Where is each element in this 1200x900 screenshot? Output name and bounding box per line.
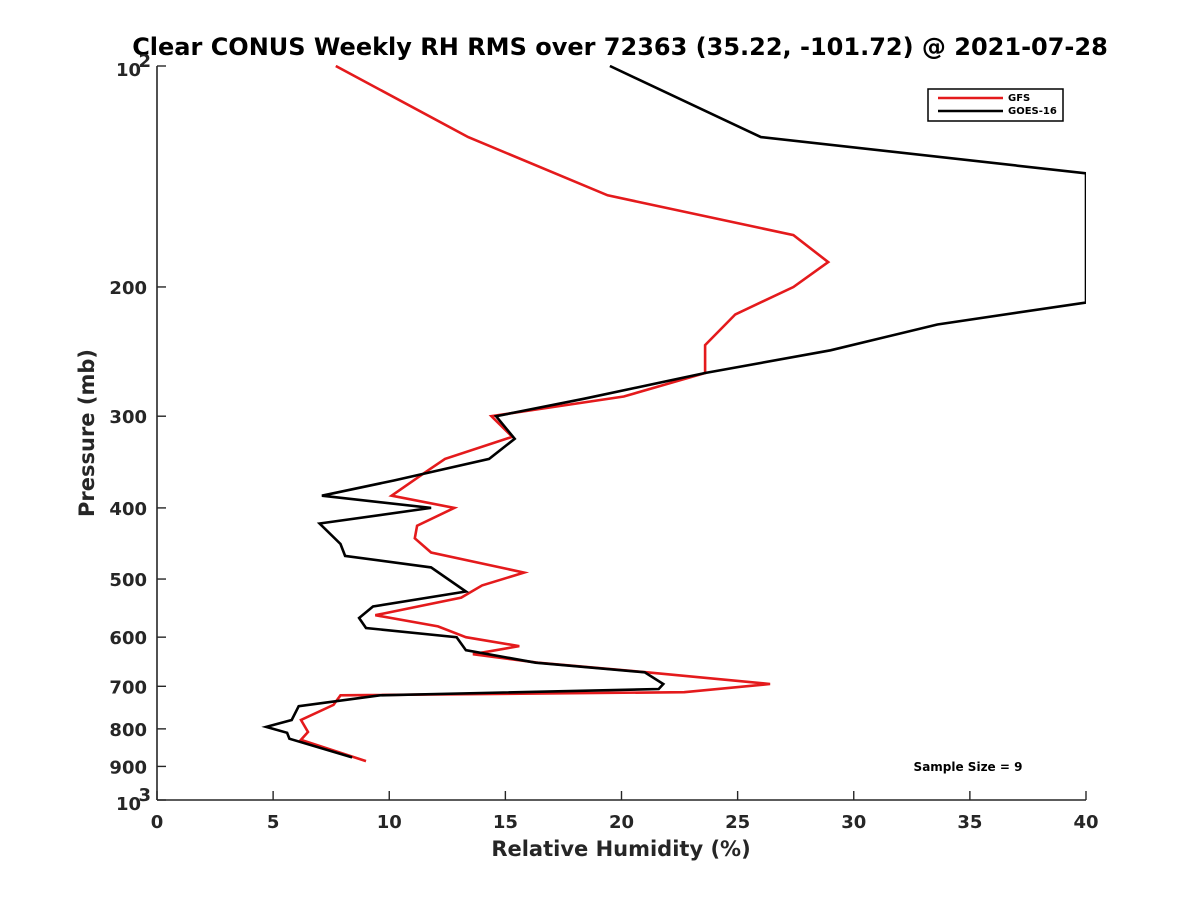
legend: GFS GOES-16 bbox=[927, 88, 1064, 122]
y-tick-label: 10 bbox=[116, 60, 141, 81]
legend-gfs-label: GFS bbox=[1008, 93, 1030, 104]
legend-box bbox=[927, 88, 1064, 122]
y-tick-label: 200 bbox=[109, 278, 147, 299]
x-tick-label: 30 bbox=[841, 812, 866, 833]
y-tick-label: 400 bbox=[109, 499, 147, 520]
series-group bbox=[261, 65, 1086, 763]
x-tick-label: 5 bbox=[267, 812, 280, 833]
y-tick-label: 900 bbox=[109, 757, 147, 778]
y-tick-label: 600 bbox=[109, 628, 147, 649]
y-tick-label: 300 bbox=[109, 407, 147, 428]
y-tick-label: 700 bbox=[109, 677, 147, 698]
plot-area bbox=[157, 66, 1086, 800]
y-tick-label-exponent: 3 bbox=[138, 785, 151, 806]
y-tick-label-exponent: 2 bbox=[138, 51, 151, 72]
x-tick-label: 35 bbox=[957, 812, 982, 833]
sample-size-annotation: Sample Size = 9 bbox=[914, 760, 1023, 774]
series-line-gfs bbox=[298, 65, 831, 763]
plot-background bbox=[157, 66, 1086, 800]
y-axis-label: Pressure (mb) bbox=[75, 349, 99, 517]
x-tick-label: 10 bbox=[377, 812, 402, 833]
x-axis-label: Relative Humidity (%) bbox=[491, 837, 750, 861]
x-tick-label: 20 bbox=[609, 812, 634, 833]
legend-goes16-label: GOES-16 bbox=[1008, 106, 1057, 117]
series-line-goes16 bbox=[261, 65, 1086, 759]
chart-title: Clear CONUS Weekly RH RMS over 72363 (35… bbox=[132, 33, 1108, 61]
axes: 0 5 10 15 20 25 30 35 40102200300400500600700800… bbox=[109, 51, 1098, 833]
y-tick-label: 500 bbox=[109, 570, 147, 591]
y-tick-label: 800 bbox=[109, 720, 147, 741]
x-tick-label: 40 bbox=[1073, 812, 1098, 833]
y-tick-label: 10 bbox=[116, 794, 141, 815]
x-tick-label: 15 bbox=[493, 812, 518, 833]
x-tick-label: 0 bbox=[151, 812, 164, 833]
x-tick-label: 25 bbox=[725, 812, 750, 833]
